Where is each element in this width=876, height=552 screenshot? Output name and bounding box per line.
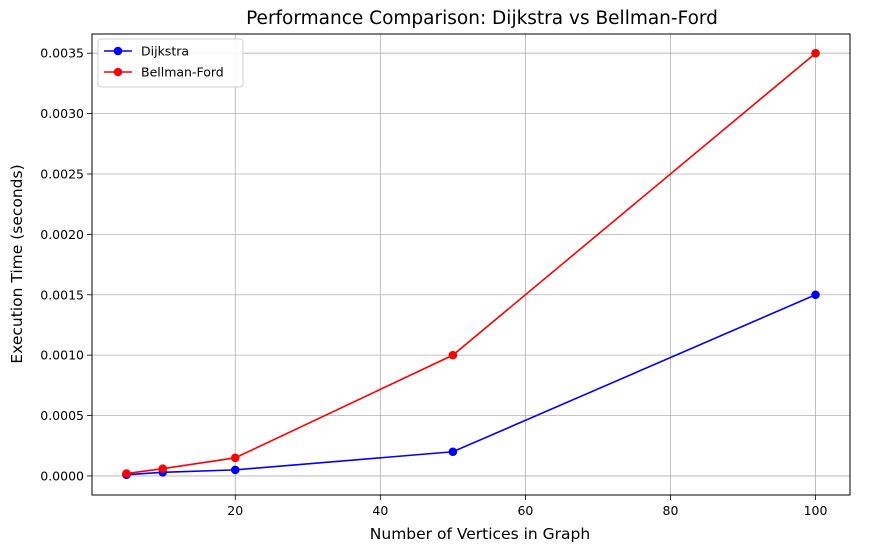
series-bellman-ford [122, 48, 820, 478]
x-tick-label: 60 [517, 503, 533, 518]
legend-label: Dijkstra [141, 44, 189, 59]
legend-label: Bellman-Ford [141, 65, 224, 80]
data-point-dijkstra [811, 290, 820, 300]
y-axis-label: Execution Time (seconds) [8, 164, 26, 363]
y-tick-label: 0.0030 [40, 106, 84, 121]
data-point-bellman-ford [122, 469, 131, 478]
chart-title: Performance Comparison: Dijkstra vs Bell… [246, 8, 718, 29]
legend-marker [113, 67, 123, 77]
y-tick-label: 0.0005 [40, 408, 84, 423]
x-tick-label: 40 [372, 503, 388, 518]
legend-item: Dijkstra [104, 44, 189, 59]
y-tick-label: 0.0000 [40, 468, 84, 483]
legend-item: Bellman-Ford [104, 65, 224, 80]
y-tick-label: 0.0025 [40, 166, 84, 181]
legend-marker [113, 46, 123, 56]
x-tick-label: 100 [804, 503, 828, 518]
legend: Dijkstra Bellman-Ford [97, 38, 244, 88]
data-point-dijkstra [230, 465, 240, 475]
x-axis: 20 40 60 80 100 [227, 495, 828, 518]
x-tick-label: 80 [663, 503, 679, 518]
series-layer [122, 48, 820, 480]
legend-box [97, 38, 244, 88]
y-tick-label: 0.0020 [40, 227, 84, 242]
grid [92, 34, 850, 495]
x-axis-label: Number of Vertices in Graph [370, 525, 590, 543]
data-point-bellman-ford [811, 48, 820, 58]
plot-frame [91, 33, 851, 496]
y-tick-label: 0.0010 [40, 348, 84, 363]
x-tick-label: 20 [227, 503, 243, 518]
data-point-dijkstra [448, 447, 458, 457]
data-point-bellman-ford [158, 464, 168, 473]
data-point-bellman-ford [448, 350, 458, 360]
y-axis: 0.0000 0.0005 0.0010 0.0015 0.0020 0.0025 0.00… [40, 46, 92, 483]
data-point-bellman-ford [230, 453, 240, 463]
y-tick-label: 0.0035 [40, 46, 84, 61]
y-tick-label: 0.0015 [40, 287, 84, 302]
